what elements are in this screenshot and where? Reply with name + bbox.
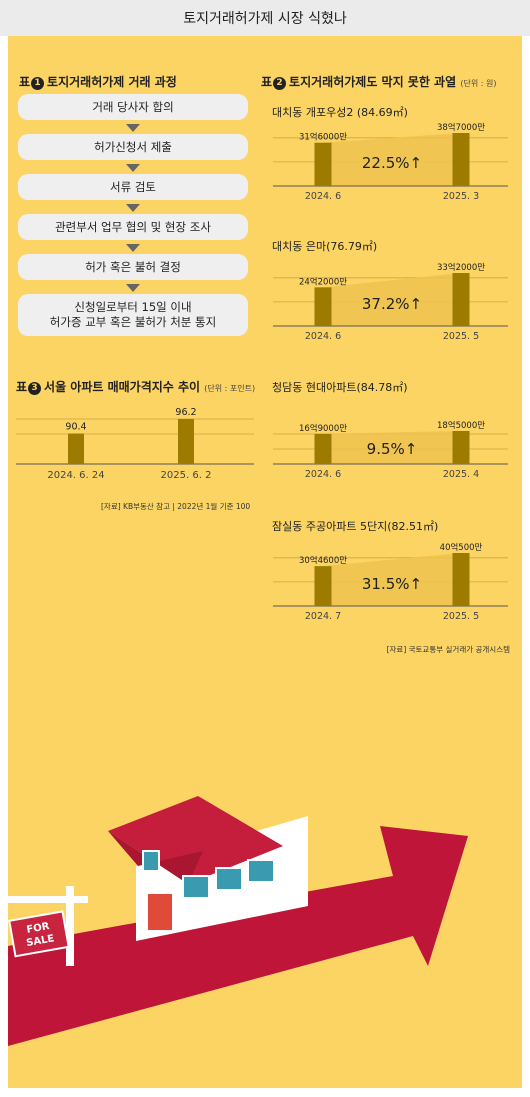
table3-source: [자료] KB부동산 참고 | 2022년 1월 기준 100: [101, 502, 251, 511]
table3-prefix: 표: [16, 380, 28, 394]
chart-subtitle: 잠실동 주공아파트 5단지(82.51㎡): [272, 520, 439, 533]
down-arrow-icon: [126, 244, 140, 252]
for-sale-sign: FOR SALE: [8, 910, 70, 958]
process-step-4: 관련부서 업무 협의 및 현장 조사: [18, 214, 248, 240]
x-tick-label: 2025. 3: [443, 191, 479, 202]
down-arrow-icon: [126, 284, 140, 292]
table1-prefix: 표: [19, 75, 31, 89]
x-tick-label: 2024. 7: [305, 611, 341, 622]
bar-value-label: 18억5000만: [437, 420, 485, 431]
price-chart-eunma: 24억2000만 2024. 6 33억2000만 2025. 5 37.2%↑: [273, 262, 508, 342]
sign-post: [66, 886, 74, 966]
down-arrow-icon: [126, 204, 140, 212]
page-title: 토지거래허가제 시장 식혔나: [183, 11, 347, 27]
price-chart-jamsil: 30억4600만 2024. 7 40억500만 2025. 5 31.5%↑: [273, 542, 508, 622]
change-label: 9.5%↑: [367, 440, 418, 458]
sign-text-line1: FOR: [26, 921, 51, 936]
chart-subtitle: 청담동 현대아파트(84.78㎡): [272, 381, 408, 394]
house-window: [247, 859, 275, 883]
bar: [68, 433, 84, 464]
x-tick-label: 2025. 5: [443, 331, 479, 342]
table2-source: [자료] 국토교통부 실거래가 공개시스템: [386, 645, 510, 654]
bar: [452, 553, 470, 606]
index-chart: 90.4 2024. 6. 24 96.2 2025. 6. 2: [16, 407, 254, 481]
process-step-3: 서류 검토: [18, 174, 248, 200]
growth-area: [323, 431, 461, 464]
bar: [314, 287, 332, 326]
table2-title-text: 토지거래허가제도 막지 못한 과열: [289, 75, 457, 89]
bar-value-label: 16억9000만: [299, 423, 347, 434]
bar: [452, 133, 470, 186]
infographic-panel: 표 1 토지거래허가제 거래 과정 거래 당사자 합의 허가신청서 제출 서류 검토…: [8, 36, 522, 1088]
table3-unit: (단위 : 포인트): [204, 384, 256, 393]
price-chart-gaepo: 31억6000만 2024. 6 38억7000만 2025. 3 22.5%↑: [273, 122, 508, 202]
house-window: [182, 875, 210, 899]
table2-title: 표 2 토지거래허가제도 막지 못한 과열 (단위 : 원): [261, 73, 496, 90]
bar: [314, 142, 332, 186]
table1-number-badge: 1: [31, 77, 45, 90]
table2-unit: (단위 : 원): [460, 79, 497, 88]
bar-value-label: 24억2000만: [299, 276, 347, 287]
x-tick-label: 2024. 6. 24: [47, 470, 104, 481]
house-window: [142, 850, 160, 872]
bar: [314, 433, 332, 464]
x-tick-label: 2024. 6: [305, 331, 341, 342]
bar: [452, 431, 470, 464]
house-arrow-illustration: FOR SALE: [8, 796, 468, 1046]
house-window: [215, 867, 243, 891]
table3-title-text: 서울 아파트 매매가격지수 추이: [44, 380, 201, 394]
growth-area: [323, 273, 461, 326]
bar: [314, 566, 332, 606]
bar-value-label: 40억500만: [440, 542, 483, 553]
table1-title: 표 1 토지거래허가제 거래 과정: [19, 73, 177, 90]
x-tick-label: 2025. 5: [443, 611, 479, 622]
change-label: 22.5%↑: [362, 154, 422, 172]
house-roof: [108, 796, 283, 884]
bar: [452, 273, 470, 326]
chart-subtitle: 대치동 개포우성2 (84.69㎡): [272, 106, 408, 119]
bar-value-label: 90.4: [65, 422, 86, 433]
sign-text-line2: SALE: [25, 933, 55, 949]
price-chart-cheongdam: 16억9000만 2024. 6 18억5000만 2025. 4 9.5%↑: [273, 420, 508, 480]
bar-value-label: 31억6000만: [299, 132, 347, 143]
process-step-5: 허가 혹은 불허 결정: [18, 254, 248, 280]
page-header: 토지거래허가제 시장 식혔나: [0, 0, 530, 36]
table1-title-text: 토지거래허가제 거래 과정: [47, 75, 177, 89]
down-arrow-icon: [126, 124, 140, 132]
bar-value-label: 30억4600만: [299, 555, 347, 566]
chart-subtitle: 대치동 은마(76.79㎡): [272, 240, 378, 253]
rising-arrow-icon: [8, 826, 468, 1046]
process-step-1: 거래 당사자 합의: [18, 94, 248, 120]
process-step-6: 신청일로부터 15일 이내 허가증 교부 혹은 불허가 처분 통지: [18, 294, 248, 336]
sign-bar: [8, 896, 88, 903]
bar-value-label: 33억2000만: [437, 262, 485, 273]
table2-prefix: 표: [261, 75, 273, 89]
house-door: [148, 894, 172, 930]
process-step-2: 허가신청서 제출: [18, 134, 248, 160]
down-arrow-icon: [126, 164, 140, 172]
change-label: 31.5%↑: [362, 575, 422, 593]
x-tick-label: 2025. 6. 2: [161, 470, 212, 481]
x-tick-label: 2024. 6: [305, 191, 341, 202]
bar-value-label: 38억7000만: [437, 122, 485, 133]
growth-area: [323, 133, 461, 186]
bar-value-label: 96.2: [175, 407, 196, 418]
growth-area: [323, 553, 461, 606]
table3-number-badge: 3: [28, 382, 42, 395]
x-tick-label: 2024. 6: [305, 469, 341, 480]
x-tick-label: 2025. 4: [443, 469, 479, 480]
table2-number-badge: 2: [273, 77, 287, 90]
change-label: 37.2%↑: [362, 295, 422, 313]
table3-title: 표 3 서울 아파트 매매가격지수 추이 (단위 : 포인트): [16, 378, 255, 395]
bar: [178, 419, 194, 464]
